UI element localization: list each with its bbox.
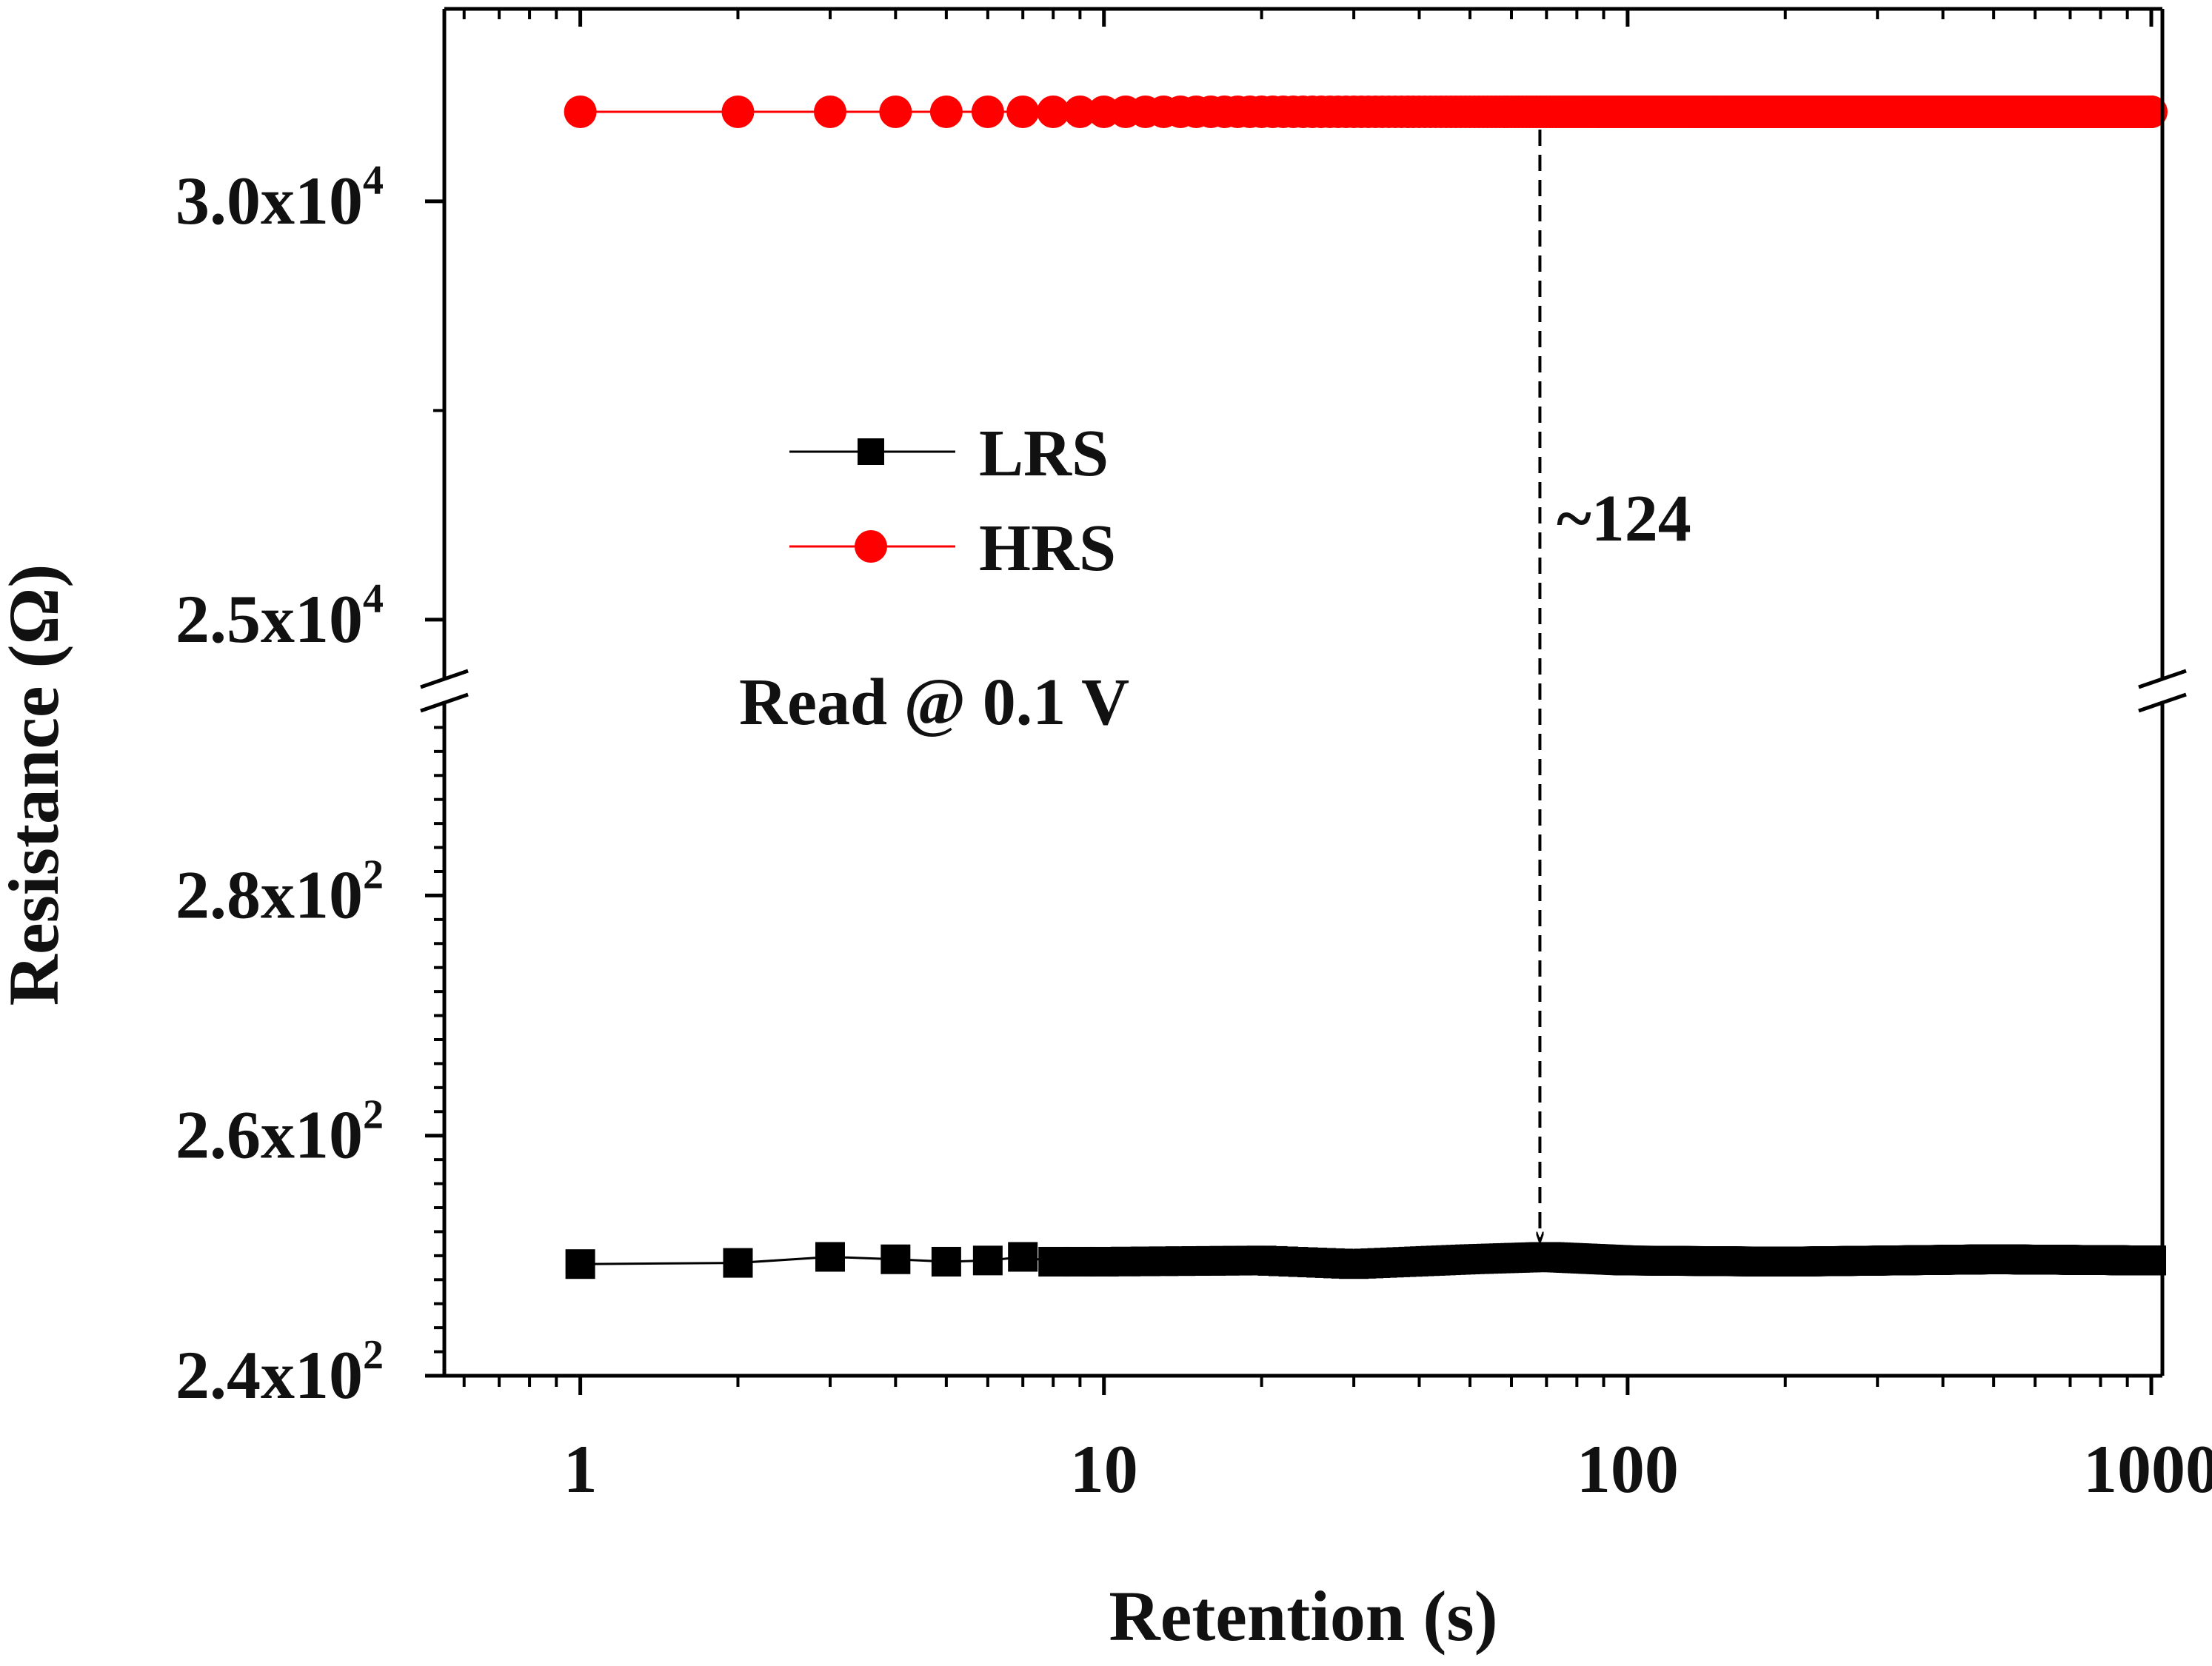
data-point-lrs [1008,1242,1038,1272]
data-point-hrs [2135,95,2168,128]
data-point-hrs [879,95,912,128]
data-point-lrs [815,1242,845,1272]
y-axis-title: Resistance (Ω) [0,564,73,1006]
data-point-lrs [972,1245,1003,1276]
data-point-lrs [1038,1246,1069,1277]
series-points-lrs [565,1242,2167,1279]
series-points-hrs [564,95,2168,128]
x-axis-title: Retention (s) [1109,1576,1497,1656]
data-point-lrs [723,1248,753,1278]
legend-marker-hrs [855,530,887,563]
tick-marks [425,9,2153,1395]
data-point-hrs [721,95,755,128]
plot-frame [420,7,2187,1378]
legend-label-lrs: LRS [979,417,1109,490]
data-point-hrs [929,95,963,128]
y-upper-tick-label: 2.5x104 [176,576,384,657]
x-tick-label: 100 [1577,1431,1679,1507]
data-point-lrs [565,1249,595,1279]
legend-marker-lrs [858,438,884,465]
data-point-hrs [1037,95,1070,128]
axis-break-left [420,669,469,713]
data-point-lrs [881,1244,911,1274]
y-lower-tick-label: 2.4x102 [176,1332,384,1413]
data-point-hrs [564,95,597,128]
tick-labels: 1 10 100 1000 2.5x104 3.0x104 2.4x102 2.6x102 2.… [176,158,2212,1507]
data-point-lrs [931,1246,961,1277]
legend: LRS HRS [789,417,1116,585]
x-tick-label: 1000 [2083,1431,2212,1507]
ratio-annotation: ~124 [1557,482,1691,555]
y-lower-tick-label: 2.8x102 [176,852,384,932]
data-point-hrs [1006,95,1040,128]
y-lower-tick-label: 2.6x102 [176,1092,384,1173]
read-voltage-annotation: Read @ 0.1 V [739,666,1129,739]
data-point-hrs [813,95,846,128]
x-tick-label: 10 [1070,1431,1138,1507]
y-upper-tick-label: 3.0x104 [176,158,384,238]
legend-label-hrs: HRS [979,512,1116,585]
axis-break-right [2138,669,2187,713]
data-point-hrs [1063,95,1097,128]
x-tick-label: 1 [564,1431,598,1507]
data-layer [564,95,2168,1279]
data-point-hrs [971,95,1004,128]
